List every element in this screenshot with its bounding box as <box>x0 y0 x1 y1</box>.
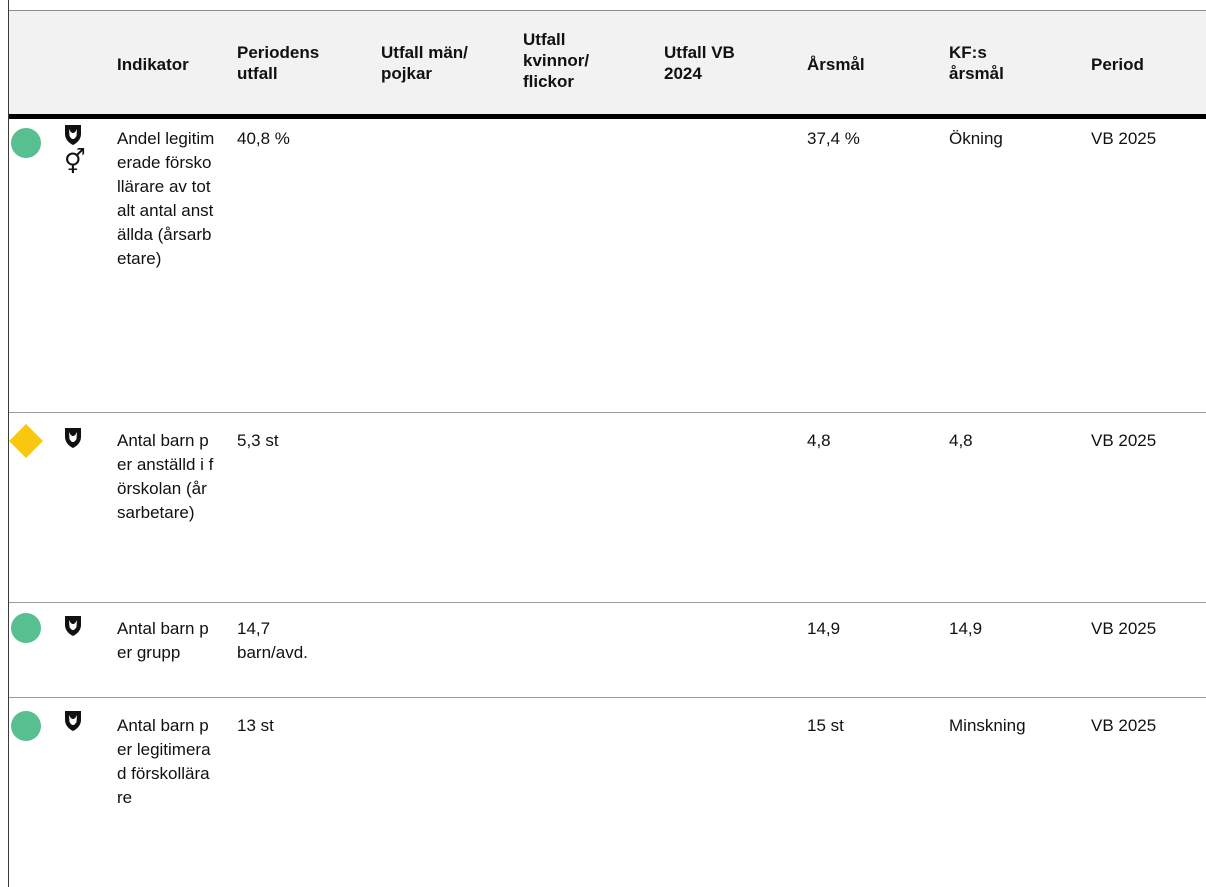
shield-icon <box>65 711 81 731</box>
arsmal-value: 4,8 <box>807 431 831 450</box>
kf-arsmal-value: 4,8 <box>949 431 973 450</box>
header-utfall-vb: Utfall VB 2024 <box>664 43 735 83</box>
table-row[interactable]: Antal barn per grupp 14,7 barn/avd. 14,9… <box>9 603 1206 697</box>
header-kf-arsmal: KF:s årsmål <box>949 43 1004 83</box>
table-row[interactable]: Antal barn per anställd i förskolan (års… <box>9 413 1206 602</box>
header-indikator: Indikator <box>117 55 189 74</box>
header-periodens-utfall: Periodens utfall <box>237 43 320 83</box>
row-divider <box>9 697 1206 698</box>
kf-arsmal-value: Minskning <box>949 716 1026 735</box>
status-yellow-diamond-icon <box>9 424 43 458</box>
header-period: Period <box>1091 55 1144 74</box>
arsmal-value: 37,4 % <box>807 129 860 148</box>
kf-arsmal-value: Ökning <box>949 129 1003 148</box>
kf-arsmal-value: 14,9 <box>949 619 983 638</box>
indikator-text: Antal barn per legitimerad förskollärare <box>117 716 211 807</box>
periodens-utfall-value: 40,8 % <box>237 129 290 148</box>
arsmal-value: 14,9 <box>807 619 841 638</box>
header-divider <box>9 114 1206 119</box>
indikator-text: Antal barn per grupp <box>117 619 209 662</box>
periodens-utfall-value: 5,3 st <box>237 431 279 450</box>
shield-icon <box>65 428 81 448</box>
indikator-text: Andel legitimerade förskollärare av tota… <box>117 129 215 268</box>
row-divider <box>9 602 1206 603</box>
arsmal-value: 15 st <box>807 716 844 735</box>
period-value: VB 2025 <box>1091 716 1157 735</box>
shield-icon <box>65 125 81 145</box>
table-row[interactable]: ⚥ Andel legitimerade förskollärare av to… <box>9 119 1206 412</box>
header-utfall-kvinnor: Utfall kvinnor/ flickor <box>523 30 590 91</box>
period-value: VB 2025 <box>1091 431 1157 450</box>
shield-icon <box>65 616 81 636</box>
row-divider <box>9 412 1206 413</box>
table-row[interactable]: Antal barn per legitimerad förskollärare… <box>9 698 1206 887</box>
status-green-circle-icon <box>11 711 41 741</box>
period-value: VB 2025 <box>1091 129 1157 148</box>
table-header: Indikator Periodens utfall Utfall män/ p… <box>9 10 1206 115</box>
header-arsmal: Årsmål <box>807 55 865 74</box>
indikator-text: Antal barn per anställd i förskolan (års… <box>117 431 214 522</box>
periodens-utfall-value: 14,7 barn/avd. <box>237 619 308 662</box>
periodens-utfall-value: 13 st <box>237 716 274 735</box>
header-utfall-man: Utfall män/ pojkar <box>381 43 468 83</box>
indicator-table: Indikator Periodens utfall Utfall män/ p… <box>8 0 1206 887</box>
period-value: VB 2025 <box>1091 619 1157 638</box>
status-green-circle-icon <box>11 613 41 643</box>
status-green-circle-icon <box>11 128 41 158</box>
gender-equality-icon: ⚥ <box>64 148 86 176</box>
